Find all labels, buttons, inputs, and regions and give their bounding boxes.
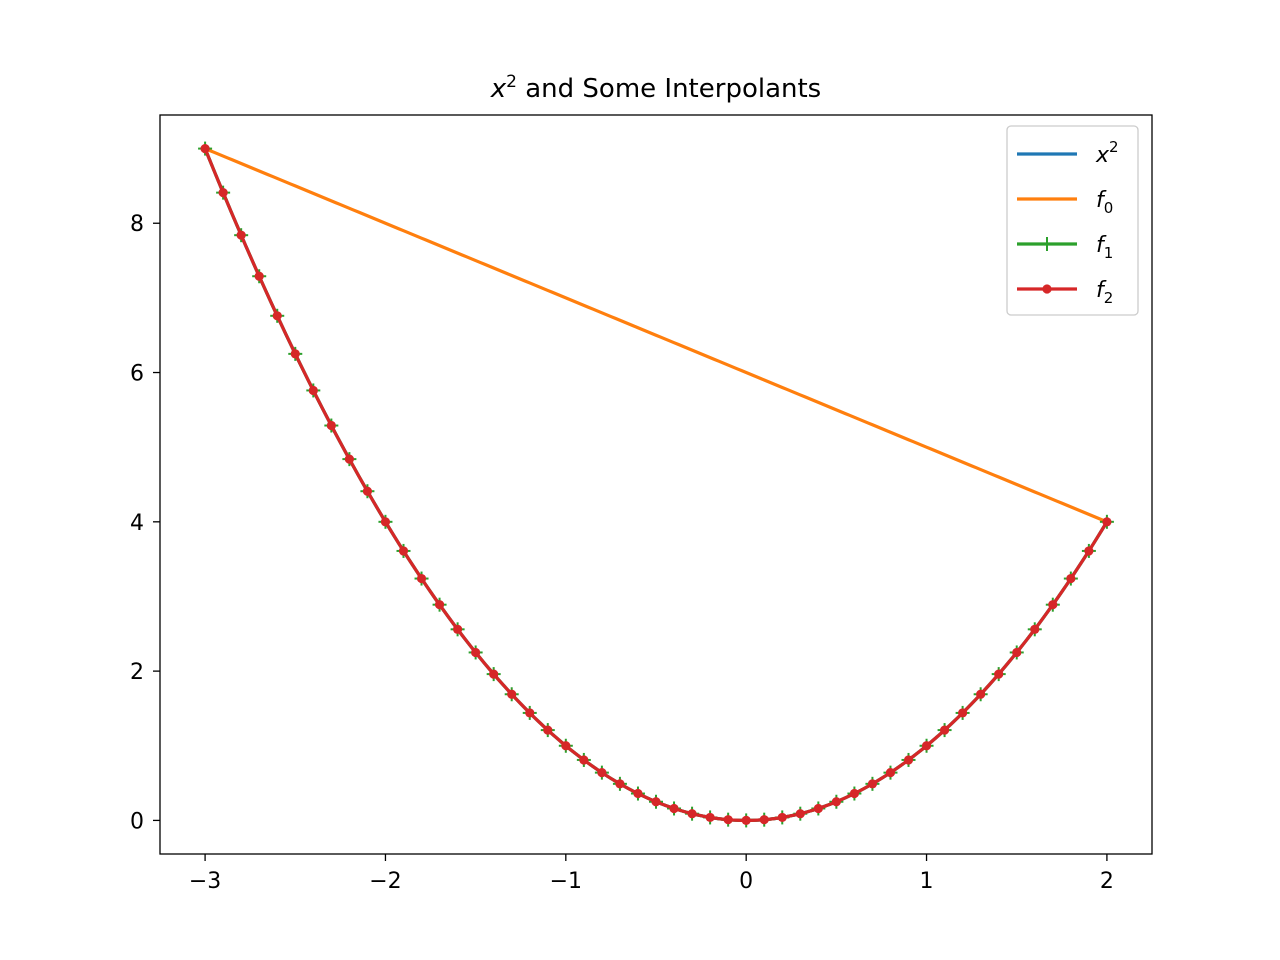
series-layer: [198, 141, 1114, 828]
series-point-f2: [326, 420, 336, 431]
chart-title-base: x: [490, 74, 507, 104]
y-tick-label: 2: [130, 660, 144, 685]
series-point-f2: [1066, 573, 1076, 584]
series-point-f2: [777, 812, 787, 823]
legend-label: f0: [1096, 188, 1113, 217]
series-point-f2: [453, 624, 463, 634]
series-point-f2: [254, 271, 264, 281]
y-tick-label: 4: [130, 511, 144, 536]
legend-label-base: f: [1096, 188, 1107, 213]
series-point-f2: [290, 349, 300, 359]
series-point-f2: [1048, 600, 1058, 610]
x-tick-label: −1: [550, 869, 582, 894]
chart-title-sup: 2: [506, 72, 517, 92]
series-point-f2: [200, 143, 210, 154]
x-tick-label: −3: [189, 869, 221, 894]
series-point-f2: [1084, 546, 1094, 556]
series-line-x2: [203, 147, 1109, 823]
series-point-f2: [416, 573, 427, 584]
series-point-f2: [579, 755, 589, 765]
plot-frame: [159, 114, 1153, 855]
series-point-f2: [651, 797, 661, 807]
x-tick-label: 0: [739, 869, 753, 894]
series-point-f2: [687, 809, 697, 819]
series-point-f2: [471, 647, 481, 658]
series-point-f2: [831, 797, 841, 807]
series-point-f2: [813, 803, 823, 814]
x-tick-label: 2: [1100, 869, 1114, 894]
series-point-f2: [633, 788, 643, 799]
series-point-f2: [849, 788, 860, 799]
series-point-f2: [759, 815, 769, 825]
series-point-f2: [705, 812, 715, 823]
series-point-f2: [380, 517, 391, 527]
legend-label-sub: 2: [1104, 289, 1114, 307]
legend-label-sub: 1: [1104, 244, 1114, 262]
series-point-f2: [958, 708, 968, 718]
series-point-f2: [723, 815, 733, 825]
series-point-f2: [741, 815, 751, 826]
legend-label-sup: 2: [1109, 138, 1119, 156]
x-axis: −3 −2 −1 0 1 2: [189, 854, 1114, 894]
series-point-f2: [976, 689, 986, 699]
series-point-f2: [1012, 647, 1022, 658]
series-point-f2: [867, 779, 878, 789]
chart-title: x2 and Some Interpolants: [490, 72, 821, 104]
series-point-f2: [398, 546, 409, 556]
legend-label: x2: [1095, 138, 1119, 168]
legend-entry-f0: f0: [1017, 188, 1113, 217]
series-point-f2: [669, 803, 679, 814]
series-point-f2: [939, 725, 950, 735]
series-point-f2: [615, 779, 625, 789]
series-point-f2: [344, 454, 354, 464]
chart-title-rest: and Some Interpolants: [517, 74, 821, 104]
legend-label: f2: [1096, 278, 1113, 307]
series-point-f2: [543, 725, 553, 735]
series-line-f2: [203, 147, 1109, 823]
legend-label-base: f: [1096, 278, 1107, 303]
legend-label: f1: [1096, 233, 1113, 262]
series-point-f2: [218, 188, 228, 198]
series-point-f2: [434, 600, 445, 610]
series-point-f2: [236, 230, 246, 240]
series-point-f2: [308, 385, 318, 396]
series-point-f2: [489, 669, 499, 679]
legend-label-base: f: [1096, 233, 1107, 258]
series-point-f2: [885, 768, 896, 778]
x-tick-label: −2: [369, 869, 401, 894]
legend-entry-f2: f2: [1017, 278, 1113, 307]
legend-marker-dot: [1042, 284, 1052, 294]
legend-label-base: x: [1095, 143, 1110, 168]
series-line-f0: [204, 147, 1108, 524]
series-point-f2: [921, 741, 932, 751]
series-point-f2: [561, 741, 571, 751]
series-point-f2: [903, 755, 914, 765]
y-axis: 0 2 4 6 8: [130, 212, 160, 834]
series-point-f2: [272, 311, 282, 321]
series-point-f2: [1030, 624, 1040, 634]
y-tick-label: 0: [130, 809, 144, 834]
y-tick-label: 6: [130, 362, 144, 387]
legend-entry-f1: f1: [1017, 233, 1113, 262]
series-point-f2: [362, 486, 373, 496]
legend-box: [1006, 125, 1139, 316]
legend-label-sub: 0: [1104, 199, 1114, 217]
y-tick-label: 8: [130, 212, 144, 237]
series-point-f2: [1102, 517, 1112, 527]
series-point-f2: [795, 809, 805, 819]
series-point-f2: [597, 768, 607, 778]
series-point-f2: [525, 708, 535, 718]
series-point-f2: [994, 669, 1004, 679]
legend-entry-x2: x2: [1017, 138, 1119, 168]
series-line-f1: [203, 147, 1109, 823]
series-point-f2: [507, 689, 517, 699]
x-tick-label: 1: [920, 869, 934, 894]
